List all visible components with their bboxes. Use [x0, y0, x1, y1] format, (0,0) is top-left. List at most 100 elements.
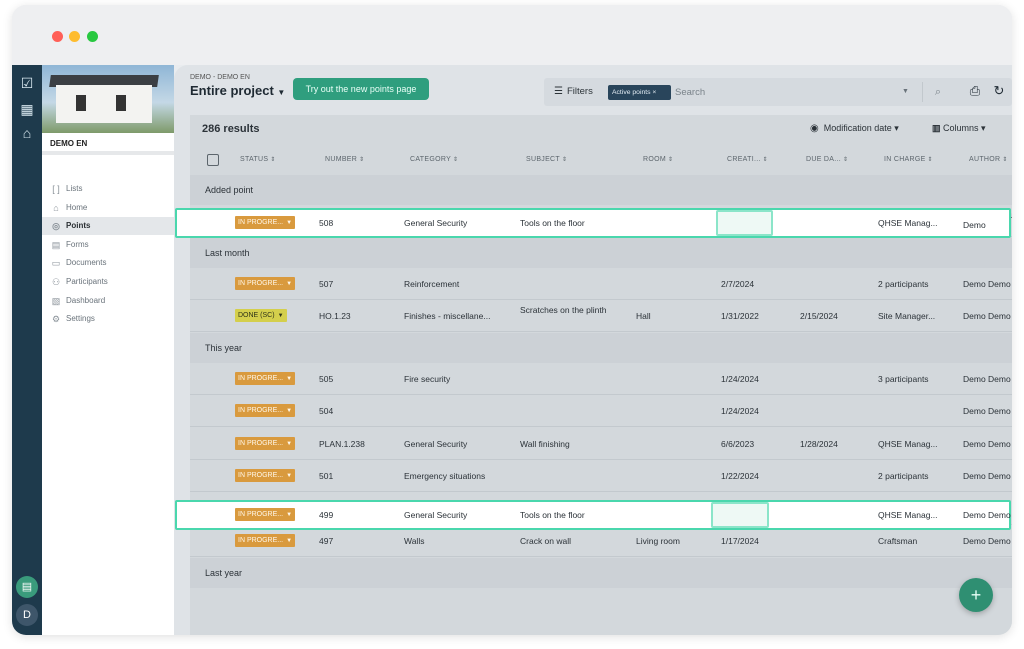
filter-icon: ☰: [554, 86, 563, 97]
chevron-down-icon[interactable]: ▼: [902, 88, 909, 95]
cell-author: Demo Demo: [963, 373, 1011, 384]
cell-due: [800, 460, 875, 492]
print-icon[interactable]: ⎙: [969, 83, 981, 98]
team-icon[interactable]: ⌂: [22, 125, 32, 141]
avatar[interactable]: D: [16, 604, 38, 626]
page-title[interactable]: Entire project ▼: [190, 83, 286, 98]
columns-icon: ▥: [932, 123, 941, 133]
status-badge[interactable]: DONE (SC) ▼: [235, 309, 287, 322]
active-points-chip[interactable]: Active points ×: [608, 85, 671, 100]
filters-button[interactable]: ☰ Filters: [554, 86, 593, 97]
group-header: Last year: [190, 557, 1012, 588]
sidebar-item-label: Participants: [66, 277, 108, 286]
column-header-5[interactable]: CREATI... ⇕: [727, 156, 768, 163]
cell-number: 504: [319, 406, 334, 416]
status-badge[interactable]: IN PROGRE...▼: [235, 508, 296, 521]
column-header-7[interactable]: IN CHARGE ⇕: [884, 156, 933, 163]
table-row[interactable]: IN PROGRE... ▼ 504 1/24/2024 Demo Demo: [190, 395, 1012, 427]
sidebar-item-label: Points: [66, 221, 91, 231]
table-row[interactable]: IN PROGRE... ▼ 501 Emergency situations 1/22…: [190, 460, 1012, 492]
table-row[interactable]: IN PROGRE... ▼ 497 Walls Crack on wall Living…: [190, 525, 1012, 557]
close-window-button[interactable]: [52, 31, 63, 42]
sidebar-item-points[interactable]: ◎ Points: [42, 217, 174, 236]
chevron-down-icon: ▼: [277, 313, 284, 319]
sidebar-item-participants[interactable]: ⚇ Participants: [42, 273, 174, 291]
column-header-2[interactable]: CATEGORY ⇕: [410, 156, 459, 163]
cell-number: 508: [319, 218, 334, 228]
cell-in-charge: Craftsman: [878, 536, 918, 546]
minimize-window-button[interactable]: [69, 31, 80, 42]
status-badge[interactable]: IN PROGRE...▼: [235, 404, 296, 417]
sidebar-item-label: Home: [66, 202, 88, 212]
column-header-4[interactable]: ROOM ⇕: [643, 156, 674, 163]
status-badge[interactable]: IN PROGRE...▼: [235, 469, 296, 482]
cell-room: [636, 502, 716, 528]
sort-arrows-icon: ⇕: [665, 157, 674, 163]
sidebar-item-home[interactable]: ⌂ Home: [42, 199, 174, 217]
sort-dropdown[interactable]: ◉ Modification date ▾: [810, 123, 899, 134]
sort-arrows-icon: ⇕: [560, 157, 568, 163]
column-header-3[interactable]: SUBJECT ⇕: [526, 156, 568, 163]
sidebar-item-forms[interactable]: ▤ Forms: [42, 236, 174, 254]
cell-room: Hall: [636, 311, 651, 321]
status-badge[interactable]: IN PROGRE...▼: [235, 371, 296, 385]
sidebar-item-lists[interactable]: [ ] Lists: [42, 180, 174, 198]
cell-category: General Security: [404, 438, 468, 449]
cell-in-charge: 2 participants: [878, 471, 929, 481]
sort-arrows-icon: ⇕: [357, 157, 365, 163]
cell-subject: [520, 268, 630, 300]
results-count: 286 results: [202, 123, 260, 135]
chevron-down-icon: ▼: [286, 220, 293, 226]
column-header-1[interactable]: NUMBER ⇕: [325, 156, 365, 163]
cell-author: Demo Demo: [963, 510, 1011, 520]
column-header-0[interactable]: STATUS ⇕: [240, 156, 276, 163]
select-all-checkbox[interactable]: [207, 154, 219, 166]
status-badge[interactable]: IN PROGRE...▼: [235, 534, 296, 547]
refresh-icon[interactable]: ↻: [993, 83, 1005, 98]
cell-created: 1/24/2024: [721, 373, 759, 384]
highlighted-row[interactable]: IN PROGRE... ▼ 508 General Security Tools on…: [175, 208, 1011, 238]
sidebar-item-settings[interactable]: ⚙ Settings: [42, 310, 174, 328]
status-badge[interactable]: IN PROGRE...▼: [235, 276, 296, 290]
search-icon[interactable]: ⌕: [934, 86, 942, 98]
cell-category: General Security: [404, 218, 468, 228]
try-new-points-page-button[interactable]: Try out the new points page: [293, 78, 429, 100]
cell-subject: [520, 395, 630, 427]
columns-dropdown[interactable]: ▥ Columns ▾: [932, 123, 986, 133]
cell-in-charge: QHSE Manag...: [878, 438, 938, 449]
cell-created: 2/7/2024: [721, 278, 755, 289]
cell-due: 1/28/2024: [800, 438, 838, 449]
table-row[interactable]: IN PROGRE... ▼ 505 Fire security 1/24/2024 3 …: [190, 363, 1012, 395]
sort-icon: ◉: [810, 123, 819, 134]
table-row[interactable]: IN PROGRE... ▼ 507 Reinforcement 2/7/2024 2 p…: [190, 268, 1012, 300]
building-icon[interactable]: ▦: [20, 101, 34, 117]
cell-author: Demo LetsBuild: [963, 220, 986, 230]
cell-number: HO.1.23: [319, 311, 351, 321]
highlighted-row[interactable]: IN PROGRE... ▼ 499 General Security Tools on…: [175, 500, 1011, 530]
sidebar-item-documents[interactable]: ▭ Documents: [42, 254, 174, 272]
main-content: DEMO - DEMO EN Entire project ▼ Try out …: [174, 65, 1012, 635]
window-titlebar: [12, 5, 1012, 65]
status-badge[interactable]: IN PROGRE...▼: [235, 216, 296, 229]
search-bar: ☰Filters Active points × ▼ ⌕: [544, 78, 1012, 106]
cell-due: [800, 363, 875, 395]
chat-icon[interactable]: ▤: [16, 576, 38, 598]
cell-in-charge: QHSE Manag...: [878, 510, 938, 520]
column-header-8[interactable]: AUTHOR ⇕: [969, 156, 1008, 163]
breadcrumb[interactable]: DEMO - DEMO EN: [190, 74, 250, 81]
table-row[interactable]: DONE (SC) ▼ HO.1.23 Finishes - miscellane..…: [190, 300, 1012, 332]
cell-in-charge: 3 participants: [878, 373, 929, 384]
search-input[interactable]: [675, 84, 885, 100]
cell-subject: [520, 363, 630, 395]
column-header-6[interactable]: DUE DA... ⇕: [806, 156, 849, 163]
sort-arrows-icon: ⇕: [268, 157, 276, 163]
sort-arrows-icon: ⇕: [840, 157, 849, 163]
cell-number: 505: [319, 373, 334, 384]
checkbox-icon[interactable]: ☑: [20, 75, 34, 91]
sidebar-item-dashboard[interactable]: ▧ Dashboard: [42, 292, 174, 310]
cell-category: Fire security: [404, 373, 451, 384]
table-row[interactable]: IN PROGRE... ▼ PLAN.1.238 General Security W…: [190, 428, 1012, 460]
maximize-window-button[interactable]: [87, 31, 98, 42]
add-point-button[interactable]: +: [959, 578, 993, 612]
status-badge[interactable]: IN PROGRE...▼: [235, 436, 296, 450]
